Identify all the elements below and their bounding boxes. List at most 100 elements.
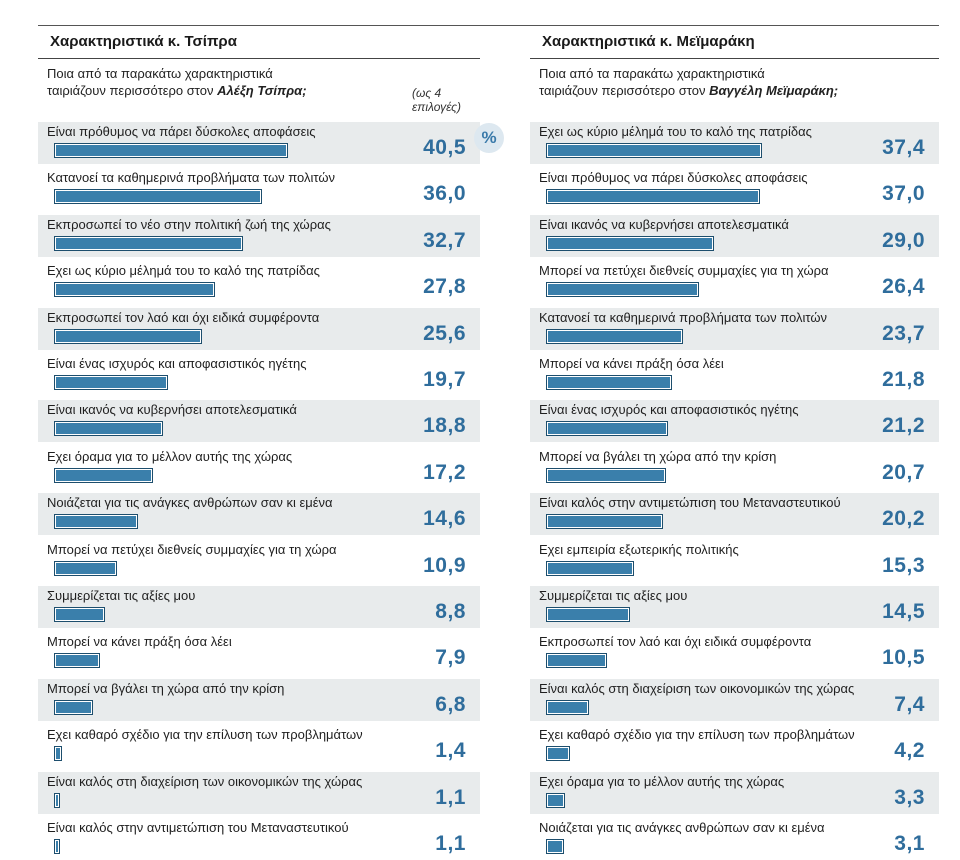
bar-row: Εχει ως κύριο μέλημά του το καλό της πατ… <box>530 122 939 164</box>
bar-category-label: Εχει ως κύριο μέλημά του το καλό της πατ… <box>47 263 320 279</box>
bar <box>54 282 215 298</box>
bar-row: Μπορεί να πετύχει διεθνείς συμμαχίες για… <box>530 261 939 303</box>
bar-value-label: 40,5 <box>423 136 466 159</box>
bar <box>54 328 202 344</box>
tsipras-panel-title: Χαρακτηριστικά κ. Τσίπρα <box>50 33 237 50</box>
bar-category-label: Είναι καλός στην αντιμετώπιση του Μετανα… <box>47 820 349 835</box>
bar <box>54 792 61 808</box>
choices-note: (ως 4 επιλογές) <box>412 86 461 114</box>
bar-value-label: 21,2 <box>882 414 925 438</box>
bar-category-label: Είναι ικανός να κυβερνήσει αποτελεσματικ… <box>539 216 789 232</box>
bar-row: Κατανοεί τα καθημερινά προβλήματα των πο… <box>38 168 480 210</box>
bar-category-label: Κατανοεί τα καθημερινά προβλήματα των πο… <box>47 170 335 186</box>
bar <box>54 514 139 530</box>
tsipras-question: Ποια από τα παρακάτω χαρακτηριστικά ταιρ… <box>47 65 307 99</box>
bar-value-label: 4,2 <box>894 739 925 763</box>
bar <box>54 143 288 158</box>
bar <box>546 189 760 205</box>
bar-category-label: Συμμερίζεται τις αξίες μου <box>47 588 196 603</box>
bar-row: Εκπροσωπεί το νέο στην πολιτική ζωή της … <box>38 214 480 257</box>
bar <box>546 328 683 344</box>
bar-row: Είναι πρόθυμος να πάρει δύσκολες αποφάσε… <box>530 168 939 210</box>
bar-category-label: Είναι καλός στη διαχείριση των οικονομικ… <box>539 680 855 696</box>
bar <box>54 653 100 669</box>
bar-category-label: Είναι ικανός να κυβερνήσει αποτελεσματικ… <box>47 402 297 418</box>
bar-value-label: 15,3 <box>882 553 925 577</box>
bar-value-label: 32,7 <box>423 228 466 252</box>
bar-value-label: 20,2 <box>882 507 925 531</box>
bar-value-label: 8,8 <box>435 600 466 623</box>
bar-row: Είναι ικανός να κυβερνήσει αποτελεσματικ… <box>530 214 939 257</box>
bar-row: Είναι ικανός να κυβερνήσει αποτελεσματικ… <box>38 400 480 443</box>
bar <box>54 699 94 715</box>
bar-category-label: Μπορεί να κάνει πράξη όσα λέει <box>539 356 724 371</box>
title-divider <box>38 58 480 59</box>
bar-value-label: 25,6 <box>423 321 466 345</box>
bar-value-label: 17,2 <box>423 460 466 484</box>
bar <box>546 792 566 808</box>
bar-value-label: 1,1 <box>435 785 466 809</box>
top-rule <box>38 25 939 26</box>
bar <box>546 653 607 669</box>
bar <box>54 375 168 390</box>
bar-category-label: Εχει καθαρό σχέδιο για την επίλυση των π… <box>47 727 363 743</box>
bar-row: Μπορεί να βγάλει τη χώρα από την κρίση 6,… <box>38 678 480 721</box>
bar-row: Κατανοεί τα καθημερινά προβλήματα των πο… <box>530 307 939 350</box>
bar <box>546 375 672 390</box>
bar-value-label: 1,4 <box>435 739 466 763</box>
bar-value-label: 37,0 <box>882 182 925 206</box>
bar <box>54 467 154 483</box>
bar <box>546 467 666 483</box>
bar <box>54 560 117 576</box>
bar-category-label: Είναι καλός στη διαχείριση των οικονομικ… <box>47 773 363 789</box>
meimarakis-question: Ποια από τα παρακάτω χαρακτηριστικά ταιρ… <box>539 65 838 99</box>
bar <box>54 839 61 854</box>
bar-row: Εκπροσωπεί τον λαό και όχι ειδικά συμφέρ… <box>530 632 939 674</box>
question-line-2-prefix: ταιριάζουν περισσότερο στον <box>539 83 710 98</box>
bar-value-label: 6,8 <box>435 692 466 716</box>
bar-value-label: 3,3 <box>894 785 925 809</box>
bar-category-label: Είναι ένας ισχυρός και αποφασιστικός ηγέ… <box>539 402 799 418</box>
bar-category-label: Εκπροσωπεί τον λαό και όχι ειδικά συμφέρ… <box>47 309 320 325</box>
bar-row: Είναι ένας ισχυρός και αποφασιστικός ηγέ… <box>530 400 939 443</box>
bar-category-label: Εχει εμπειρία εξωτερικής πολιτικής <box>539 541 739 557</box>
bar-category-label: Μπορεί να κάνει πράξη όσα λέει <box>47 634 232 650</box>
question-line-2: ταιριάζουν περισσότερο στον Βαγγέλη Μεϊμ… <box>539 82 838 99</box>
bar-category-label: Μπορεί να πετύχει διεθνείς συμμαχίες για… <box>47 541 337 557</box>
bar-category-label: Είναι ένας ισχυρός και αποφασιστικός ηγέ… <box>47 356 307 371</box>
question-line-1: Ποια από τα παρακάτω χαρακτηριστικά <box>539 66 765 81</box>
bar-row: Είναι καλός στη διαχείριση των οικονομικ… <box>38 771 480 814</box>
bar-row: Είναι πρόθυμος να πάρει δύσκολες αποφάσε… <box>38 122 480 164</box>
bar <box>546 421 669 437</box>
bar-row: Μπορεί να πετύχει διεθνείς συμμαχίες για… <box>38 540 480 582</box>
bar <box>54 607 105 622</box>
bar-value-label: 7,9 <box>435 646 466 670</box>
bar-row: Νοιάζεται για τις ανάγκες ανθρώπων σαν κ… <box>38 493 480 536</box>
bar <box>54 189 262 205</box>
bar-value-label: 7,4 <box>894 692 925 716</box>
bar-category-label: Κατανοεί τα καθημερινά προβλήματα των πο… <box>539 309 827 325</box>
bar-category-label: Εχει όραμα για το μέλλον αυτής της χώρας <box>47 448 293 464</box>
percent-badge: % <box>474 123 504 153</box>
title-divider <box>530 58 939 59</box>
question-name: Αλέξη Τσίπρα; <box>217 83 307 98</box>
bar-value-label: 29,0 <box>882 228 925 252</box>
bar-row: Είναι καλός στην αντιμετώπιση του Μετανα… <box>530 493 939 536</box>
meimarakis-panel-title: Χαρακτηριστικά κ. Μεϊμαράκη <box>542 33 755 50</box>
question-line-1: Ποια από τα παρακάτω χαρακτηριστικά <box>47 66 273 81</box>
bar <box>546 699 589 715</box>
bar <box>546 235 714 251</box>
bar-row: Είναι καλός στη διαχείριση των οικονομικ… <box>530 678 939 721</box>
bar <box>546 514 663 530</box>
bar-value-label: 36,0 <box>423 182 466 206</box>
bar <box>546 607 630 622</box>
bar-row: Εκπροσωπεί τον λαό και όχι ειδικά συμφέρ… <box>38 307 480 350</box>
bar-value-label: 27,8 <box>423 275 466 299</box>
bar <box>54 421 163 437</box>
bar-value-label: 3,1 <box>894 832 925 855</box>
bar-category-label: Είναι πρόθυμος να πάρει δύσκολες αποφάσε… <box>47 124 316 139</box>
bar-row: Μπορεί να βγάλει τη χώρα από την κρίση 20… <box>530 447 939 489</box>
bar <box>546 839 564 854</box>
bar-row: Συμμερίζεται τις αξίες μου 8,8 <box>38 586 480 628</box>
bar <box>546 746 571 762</box>
